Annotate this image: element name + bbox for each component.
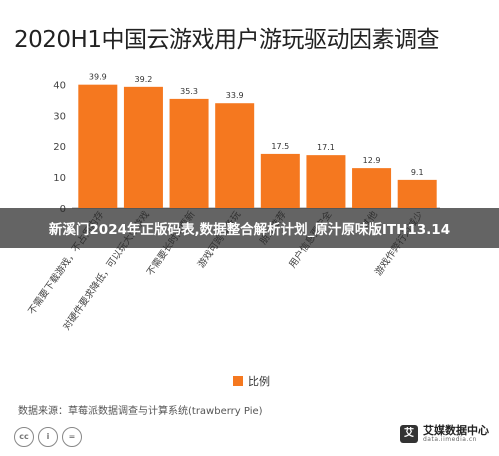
- bar-value-label: 33.9: [226, 91, 244, 100]
- bar: [306, 155, 346, 208]
- y-tick-label: 30: [53, 111, 66, 122]
- nd-icon: =: [62, 427, 82, 447]
- brand-logo-icon: 艾: [400, 425, 418, 443]
- bar-value-label: 17.1: [317, 143, 335, 152]
- overlay-banner: 新溪门2024年正版码表,数据整合解析计划_原汁原味版ITH13.14: [0, 208, 499, 248]
- bar: [78, 84, 118, 208]
- brand-name: 艾媒数据中心: [423, 424, 489, 437]
- bar: [169, 98, 209, 208]
- bar: [215, 103, 255, 208]
- bar-value-label: 12.9: [363, 156, 381, 165]
- bar-value-label: 9.1: [411, 168, 424, 177]
- legend-swatch: [233, 376, 243, 386]
- bar-value-label: 17.5: [271, 142, 289, 151]
- bar: [123, 86, 163, 208]
- cc-icon: cc: [14, 427, 34, 447]
- bar-value-label: 39.9: [89, 73, 107, 82]
- brand-logo: 艾 艾媒数据中心 data.iimedia.cn: [400, 425, 489, 443]
- license-icons: cc i =: [14, 427, 82, 447]
- bar: [352, 168, 392, 208]
- by-icon: i: [38, 427, 58, 447]
- bar-value-label: 35.3: [180, 87, 198, 96]
- y-tick-label: 20: [53, 142, 66, 153]
- legend-label: 比例: [248, 375, 270, 388]
- y-tick-label: 10: [53, 173, 66, 184]
- legend: 比例: [233, 373, 270, 389]
- bar: [260, 153, 300, 208]
- chart-title: 2020H1中国云游戏用户游玩驱动因素调查: [14, 27, 439, 53]
- y-tick-label: 40: [53, 80, 66, 91]
- brand-url: data.iimedia.cn: [423, 436, 477, 443]
- bar-value-label: 39.2: [135, 75, 153, 84]
- bar: [397, 179, 437, 208]
- source-note: 数据来源：草莓派数据调查与计算系统(trawberry Pie): [18, 406, 263, 417]
